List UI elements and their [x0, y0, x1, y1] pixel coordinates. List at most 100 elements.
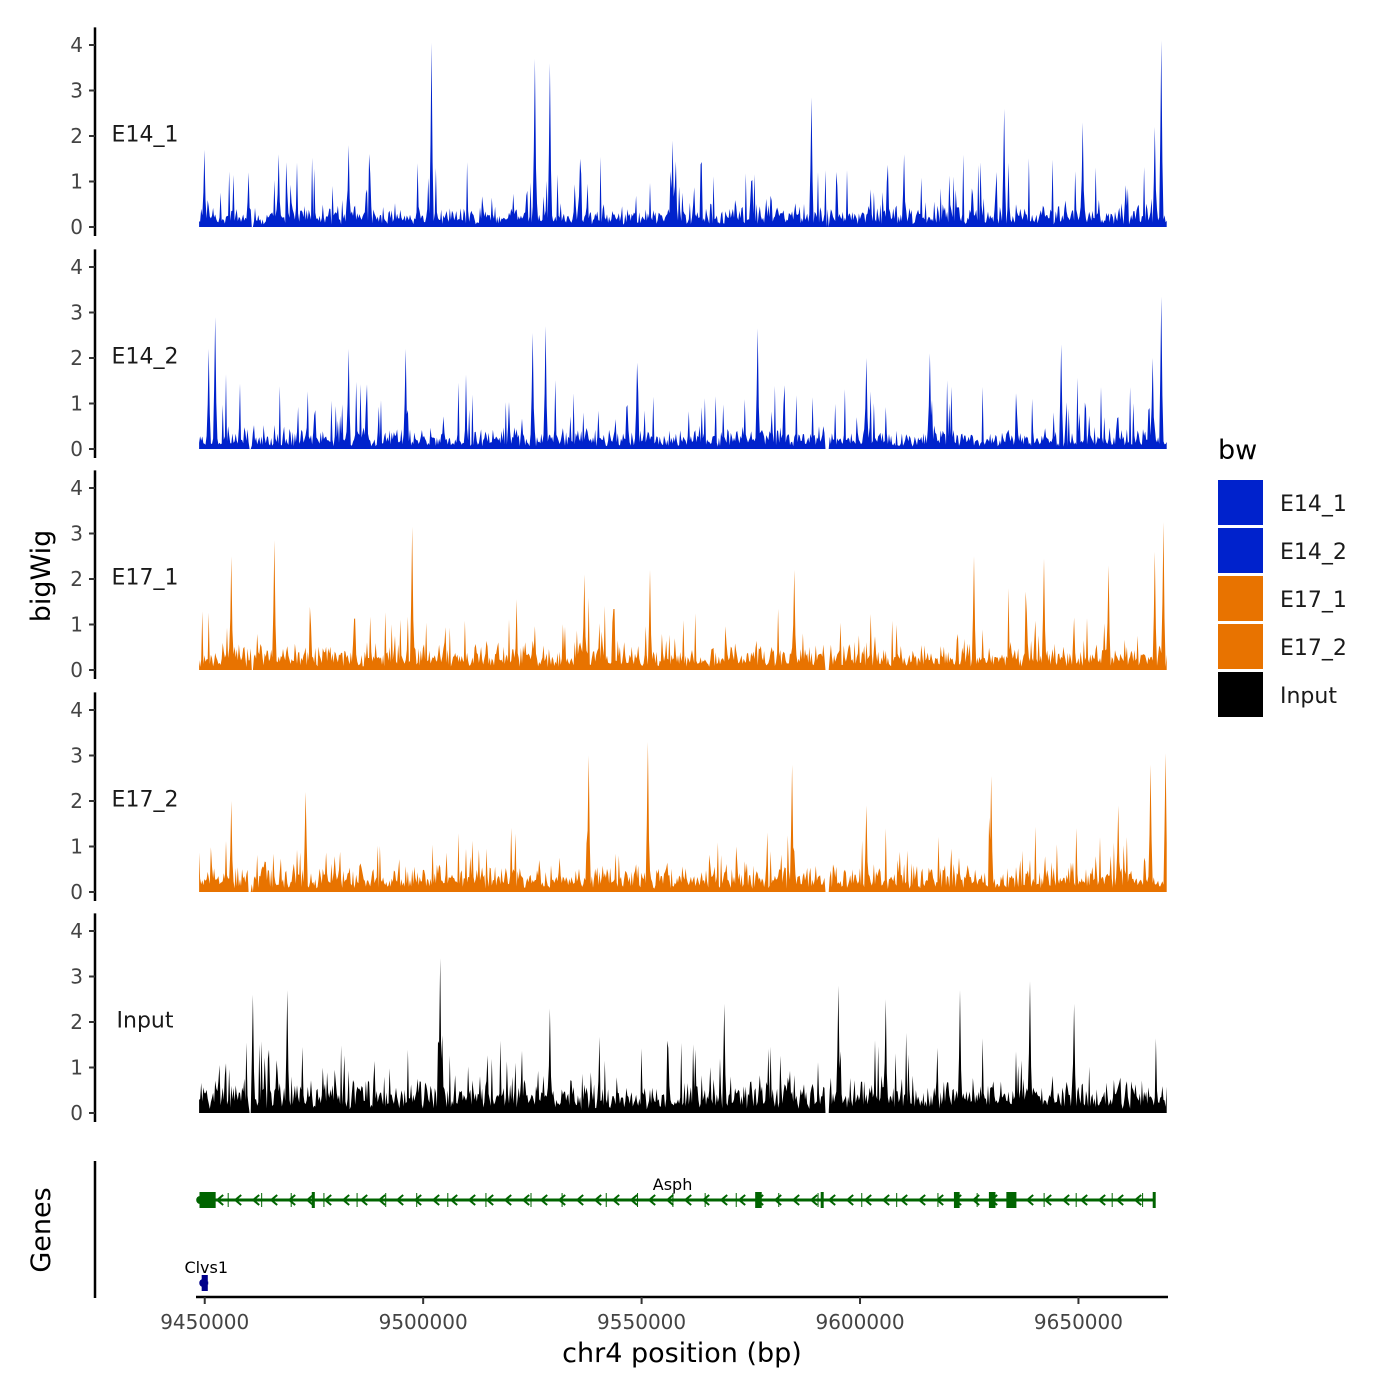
exon — [755, 1192, 762, 1208]
strand-arrow — [701, 1194, 710, 1206]
strand-arrow — [593, 1194, 602, 1206]
y-tick-label: 4 — [70, 919, 83, 943]
strand-arrow — [1133, 1194, 1142, 1206]
strand-arrow — [251, 1194, 260, 1206]
y-tick-label: 2 — [70, 567, 83, 591]
gene-label: Clvs1 — [184, 1258, 228, 1277]
gene-label: Asph — [653, 1175, 693, 1194]
gene-start — [199, 1279, 208, 1287]
strand-arrow — [521, 1194, 530, 1206]
y-tick-label: 3 — [70, 744, 83, 768]
x-tick-label: 9650000 — [1034, 1310, 1123, 1334]
track-e17-2: 0 1 2 3 4 E17_2 — [70, 692, 1167, 904]
exon — [311, 1192, 315, 1208]
y-tick-label: 2 — [70, 124, 83, 148]
y-tick-label: 2 — [70, 789, 83, 813]
gene-asph: Asph — [196, 1175, 1156, 1208]
track-label: E14_1 — [112, 123, 179, 148]
y-tick-label: 3 — [70, 301, 83, 325]
track-label: E17_1 — [112, 566, 179, 591]
y-tick-label: 4 — [70, 698, 83, 722]
strand-arrow — [1115, 1194, 1124, 1206]
y-tick-label: 1 — [70, 392, 83, 416]
strand-arrow — [809, 1194, 818, 1206]
genes-axis-title: Genes — [26, 1187, 57, 1272]
x-tick-label: 9450000 — [160, 1310, 249, 1334]
strand-arrow — [413, 1194, 422, 1206]
strand-arrow — [395, 1194, 404, 1206]
x-tick-label: 9600000 — [815, 1310, 904, 1334]
strand-arrow — [845, 1194, 854, 1206]
y-tick-label: 3 — [70, 522, 83, 546]
y-tick-label: 0 — [70, 437, 83, 461]
x-tick-label: 9550000 — [597, 1310, 686, 1334]
legend-swatch — [1218, 480, 1263, 525]
strand-arrow — [737, 1194, 746, 1206]
legend-label: E17_1 — [1280, 588, 1347, 613]
y-tick-label: 1 — [70, 170, 83, 194]
strand-arrow — [665, 1194, 674, 1206]
legend-label: E17_2 — [1280, 636, 1347, 661]
x-axis-title: chr4 position (bp) — [562, 1338, 802, 1369]
track-e14-1: 0 1 2 3 4 E14_1 — [70, 27, 1167, 239]
exon — [988, 1192, 996, 1208]
strand-arrow — [269, 1194, 278, 1206]
signal-area-input — [199, 958, 1167, 1113]
strand-arrow — [863, 1194, 872, 1206]
y-tick-label: 4 — [70, 255, 83, 279]
strand-arrow — [1097, 1194, 1106, 1206]
strand-arrow — [611, 1194, 620, 1206]
legend: bw E14_1 E14_2 E17_1 E17_2 Input — [1218, 435, 1347, 717]
gene-track: Asph Clvs1 — [93, 1161, 1156, 1298]
strand-arrow — [881, 1194, 890, 1206]
strand-arrow — [323, 1194, 332, 1206]
y-tick-label: 4 — [70, 476, 83, 500]
signal-area-e14-1 — [199, 40, 1167, 227]
strand-arrow — [683, 1194, 692, 1206]
signal-area-e17-2 — [199, 741, 1167, 892]
strand-arrow — [557, 1194, 566, 1206]
strand-arrow — [485, 1194, 494, 1206]
coverage-tracks: 0 1 2 3 4 E14_1 0 1 2 3 4 E14_2 0 1 2 3 4 E17_1 0 1 2 3 4 E17_2… — [70, 27, 1167, 1125]
track-e14-2: 0 1 2 3 4 E14_2 — [70, 249, 1167, 461]
y-tick-label: 4 — [70, 33, 83, 57]
y-tick-label: 1 — [70, 835, 83, 859]
strand-arrow — [377, 1194, 386, 1206]
strand-arrow — [719, 1194, 728, 1206]
y-tick-label: 3 — [70, 965, 83, 989]
signal-area-e14-2 — [199, 296, 1167, 449]
strand-arrow — [503, 1194, 512, 1206]
strand-arrow — [431, 1194, 440, 1206]
y-tick-label: 1 — [70, 1056, 83, 1080]
strand-arrow — [215, 1194, 224, 1206]
strand-arrow — [449, 1194, 458, 1206]
exon — [953, 1192, 960, 1208]
strand-arrow — [305, 1194, 314, 1206]
gene-start — [196, 1196, 205, 1204]
exon — [1006, 1192, 1017, 1208]
strand-arrow — [233, 1194, 242, 1206]
strand-arrow — [1079, 1194, 1088, 1206]
track-e17-1: 0 1 2 3 4 E17_1 — [70, 470, 1167, 682]
strand-arrow — [935, 1194, 944, 1206]
strand-arrow — [899, 1194, 908, 1206]
strand-arrow — [1061, 1194, 1070, 1206]
x-axis: 9450000 9500000 9550000 9600000 9650000 — [160, 1295, 1168, 1334]
track-input: 0 1 2 3 4 Input — [70, 913, 1167, 1125]
exon — [199, 1192, 216, 1208]
signal-area-e17-1 — [199, 522, 1167, 670]
strand-arrow — [539, 1194, 548, 1206]
legend-swatch — [1218, 576, 1263, 621]
y-axis-title: bigWig — [26, 530, 57, 623]
strand-arrow — [827, 1194, 836, 1206]
legend-swatch — [1218, 672, 1263, 717]
strand-arrow — [575, 1194, 584, 1206]
legend-title: bw — [1218, 435, 1257, 466]
y-tick-label: 0 — [70, 215, 83, 239]
strand-arrow — [791, 1194, 800, 1206]
y-tick-label: 2 — [70, 1010, 83, 1034]
legend-label: E14_2 — [1280, 540, 1347, 565]
track-label: Input — [117, 1009, 174, 1034]
exon — [1152, 1192, 1156, 1208]
